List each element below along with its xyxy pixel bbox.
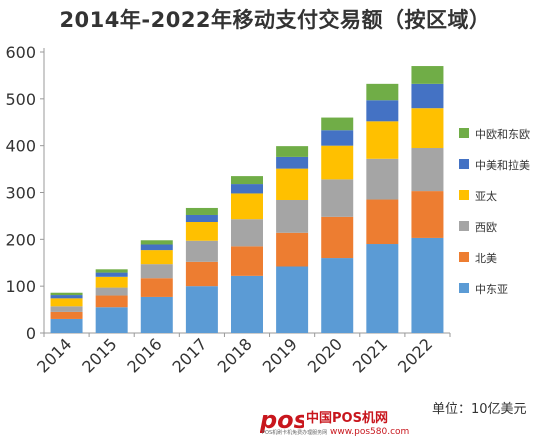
bar-segment [185, 240, 218, 262]
bar-segment [140, 240, 173, 245]
bar-segment [231, 193, 263, 220]
bar-segment [321, 117, 354, 131]
bar-segment [95, 287, 128, 296]
bar-segment [95, 307, 128, 333]
x-tick-label: 2017 [168, 334, 210, 376]
bar-segment [366, 158, 399, 200]
x-tick-label: 2019 [259, 334, 301, 376]
bar-segment [321, 130, 354, 146]
bar-segment [321, 179, 354, 217]
legend-label: 亚太 [475, 190, 497, 203]
bar-segment [411, 237, 444, 333]
x-tick-label: 2018 [214, 334, 256, 376]
bar-segment [185, 286, 218, 333]
bar-segment [366, 199, 399, 245]
bar-segment [276, 199, 309, 233]
x-tick-label: 2022 [394, 334, 436, 376]
bar-segment [50, 298, 83, 307]
bar-segment [185, 261, 218, 287]
legend-label: 西欧 [475, 221, 497, 234]
legend-swatch [459, 283, 469, 293]
site-logo[interactable]: pos 中国POS机网 www.pos580.com POS机刷卡机免费办理服务… [260, 404, 430, 444]
legend-swatch [459, 221, 469, 231]
bar-segment [140, 250, 173, 265]
bar-segment [140, 264, 173, 279]
legend-label: 中欧和东欧 [475, 128, 530, 141]
x-tick-label: 2014 [33, 334, 75, 376]
pos-logo-icon: pos [260, 406, 304, 434]
y-tick-label: 600 [5, 43, 36, 62]
x-tick-label: 2021 [349, 334, 391, 376]
bar-segment [231, 219, 263, 247]
bar-segment [140, 296, 173, 333]
bar-segment [321, 258, 354, 333]
legend-label: 北美 [475, 252, 497, 265]
bar-segment [321, 145, 354, 180]
chart-title: 2014年-2022年移动支付交易额（按区域） [59, 8, 491, 32]
x-tick-label: 2020 [304, 334, 346, 376]
logo-brand: pos [260, 406, 304, 434]
bar-segment [185, 207, 218, 215]
legend-swatch [459, 252, 469, 262]
bar-segment [50, 306, 83, 312]
bar-segment [50, 318, 83, 333]
bar-segment [185, 222, 218, 241]
bar-segment [276, 266, 309, 333]
bar-segment [366, 100, 399, 122]
bar-segment [276, 232, 309, 267]
bar-segment [50, 295, 83, 299]
bar-segment [50, 311, 83, 319]
bar-segment [50, 292, 83, 296]
bar-segment [140, 244, 173, 251]
bar-segment [276, 156, 309, 169]
unit-note: 单位：10亿美元 [432, 402, 527, 417]
bar-segment [231, 275, 263, 333]
legend-label: 中东亚 [475, 283, 508, 296]
x-tick-label: 2016 [123, 334, 165, 376]
bar-segment [231, 184, 263, 194]
legend-swatch [459, 128, 469, 138]
y-tick-label: 100 [5, 277, 36, 296]
y-tick-label: 200 [5, 230, 36, 249]
y-tick-label: 0 [26, 324, 36, 343]
bar-segment [95, 272, 128, 277]
bar-segment [276, 146, 309, 157]
bar-segment [95, 269, 128, 273]
bar-segment [366, 121, 399, 159]
legend-swatch [459, 159, 469, 169]
bar-segment [411, 191, 444, 238]
bar-segment [95, 276, 128, 288]
logo-url: www.pos580.com [330, 427, 410, 437]
legend-label: 中美和拉美 [475, 158, 530, 172]
bar-segment [140, 278, 173, 297]
bar-segment [95, 295, 128, 308]
bar-segment [411, 108, 444, 149]
logo-site-name: 中国POS机网 [306, 411, 388, 426]
bar-segment [366, 244, 399, 333]
bar-segment [276, 168, 309, 200]
bar-segment [366, 83, 399, 101]
bar-segment [231, 176, 263, 185]
legend-swatch [459, 190, 469, 200]
bar-segment [411, 66, 444, 84]
bar-segment [185, 214, 218, 223]
y-tick-label: 500 [5, 90, 36, 109]
bar-segment [411, 83, 444, 109]
y-tick-label: 400 [5, 137, 36, 156]
x-tick-label: 2015 [78, 334, 120, 376]
bar-segment [411, 148, 444, 192]
bar-segment [321, 216, 354, 259]
bar-segment [231, 246, 263, 276]
y-tick-label: 300 [5, 184, 36, 203]
logo-tagline: POS机刷卡机免费办理服务网 [262, 430, 328, 436]
